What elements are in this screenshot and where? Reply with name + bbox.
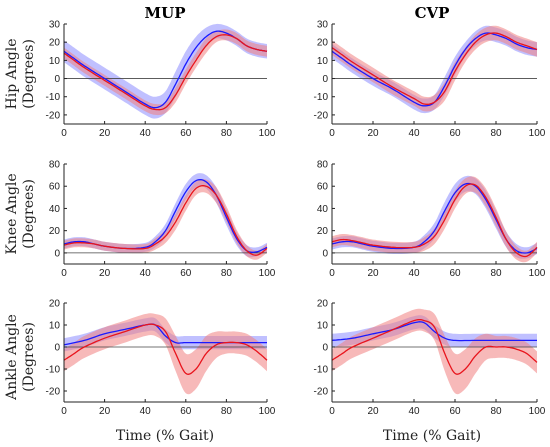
x-tick-label: 100 xyxy=(259,268,276,279)
x-tick-label: 40 xyxy=(140,128,152,139)
y-tick-label: 20 xyxy=(317,38,329,49)
y-tick-label: -20 xyxy=(46,110,61,121)
x-tick-label: 0 xyxy=(61,406,67,417)
x-tick-label: 0 xyxy=(329,128,335,139)
x-tick-label: 80 xyxy=(221,406,233,417)
y-tick-label: 10 xyxy=(317,56,329,67)
x-tick-label: 40 xyxy=(408,128,420,139)
y-tick-label: 40 xyxy=(49,204,61,215)
x-tick-label: 60 xyxy=(180,268,192,279)
red-sd-band xyxy=(64,313,267,395)
x-axis-label-mup: Time (% Gait) xyxy=(116,428,214,444)
y-tick-label: -10 xyxy=(46,365,61,376)
y-tick-label: 0 xyxy=(54,248,60,259)
y-tick-label: 40 xyxy=(317,204,329,215)
y-tick-label: 0 xyxy=(54,343,60,354)
x-tick-label: 20 xyxy=(367,128,379,139)
y-tick-label: 0 xyxy=(322,248,328,259)
red-mean-line xyxy=(331,32,538,105)
y-tick-label: 10 xyxy=(49,321,61,332)
panel-hip-cvp: 0 20 40 60 80 100 -20 -10 0 10 20 30 xyxy=(314,20,546,140)
red-mean-line xyxy=(63,185,268,256)
y-tick-label: 30 xyxy=(49,20,61,31)
x-tick-label: 60 xyxy=(449,406,461,417)
y-tick-label: 30 xyxy=(317,20,329,31)
x-tick-label: 60 xyxy=(449,268,461,279)
red-mean-line xyxy=(63,323,268,375)
y-tick-label: -10 xyxy=(314,92,329,103)
x-tick-label: 40 xyxy=(408,268,420,279)
y-tick-label: 0 xyxy=(322,74,328,85)
red-mean-line xyxy=(331,318,538,375)
x-tick-label: 80 xyxy=(490,128,502,139)
y-tick-label: 20 xyxy=(49,299,61,310)
knee-angle-label: Knee Angle xyxy=(4,173,20,254)
blue-mean-line xyxy=(331,32,538,107)
red-sd-band xyxy=(64,179,267,260)
y-tick-label: 80 xyxy=(317,160,329,171)
y-tick-label: -20 xyxy=(46,387,61,398)
x-tick-label: 0 xyxy=(329,268,335,279)
x-tick-label: 100 xyxy=(529,406,546,417)
x-tick-label: 60 xyxy=(180,128,192,139)
knee-angle-unit-label: (Degrees) xyxy=(21,179,37,249)
y-tick-label: 0 xyxy=(54,74,60,85)
x-tick-label: 60 xyxy=(449,128,461,139)
x-tick-label: 80 xyxy=(490,268,502,279)
x-tick-label: 0 xyxy=(61,128,67,139)
y-tick-label: 20 xyxy=(317,226,329,237)
x-tick-label: 40 xyxy=(408,406,420,417)
x-axis-label-cvp: Time (% Gait) xyxy=(383,428,481,444)
y-tick-label: 10 xyxy=(49,56,61,67)
y-tick-label: 20 xyxy=(317,299,329,310)
ankle-angle-unit-label: (Degrees) xyxy=(21,322,37,392)
y-tick-label: -10 xyxy=(46,92,61,103)
x-tick-label: 100 xyxy=(529,128,546,139)
column-title-cvp: CVP xyxy=(415,4,450,22)
panel-knee-mup: 0 20 40 60 80 100 0 20 40 60 80 xyxy=(49,160,276,280)
column-title-mup: MUP xyxy=(145,4,186,22)
blue-sd-band xyxy=(332,25,537,114)
x-tick-label: 100 xyxy=(259,406,276,417)
y-tick-label: 10 xyxy=(317,321,329,332)
x-tick-label: 40 xyxy=(140,268,152,279)
panel-hip-mup: 0 20 40 60 80 100 -20 -10 0 10 20 30 xyxy=(46,20,276,140)
y-tick-label: -10 xyxy=(314,365,329,376)
blue-sd-band xyxy=(64,23,267,119)
x-tick-label: 80 xyxy=(490,406,502,417)
x-tick-label: 20 xyxy=(99,406,111,417)
y-tick-label: -20 xyxy=(314,110,329,121)
y-tick-label: 60 xyxy=(317,182,329,193)
x-tick-label: 20 xyxy=(367,406,379,417)
panel-ankle-cvp: 0 20 40 60 80 100 -20 -10 0 10 20 xyxy=(314,299,546,418)
x-tick-label: 100 xyxy=(529,268,546,279)
x-tick-label: 60 xyxy=(180,406,192,417)
red-sd-band xyxy=(332,308,537,395)
y-tick-label: 20 xyxy=(49,226,61,237)
y-tick-label: 0 xyxy=(322,343,328,354)
y-tick-label: -20 xyxy=(314,387,329,398)
x-tick-label: 20 xyxy=(99,128,111,139)
red-sd-band xyxy=(332,25,537,112)
x-tick-label: 80 xyxy=(221,268,233,279)
x-tick-label: 20 xyxy=(99,268,111,279)
x-tick-label: 0 xyxy=(61,268,67,279)
x-tick-label: 0 xyxy=(329,406,335,417)
y-tick-label: 80 xyxy=(49,160,61,171)
panel-ankle-mup: 0 20 40 60 80 100 -20 -10 0 10 20 xyxy=(46,299,276,418)
y-tick-label: 60 xyxy=(49,182,61,193)
blue-mean-line xyxy=(331,321,537,342)
y-tick-label: 20 xyxy=(49,38,61,49)
hip-angle-unit-label: (Degrees) xyxy=(21,39,37,109)
x-tick-label: 40 xyxy=(140,406,152,417)
x-tick-label: 20 xyxy=(367,268,379,279)
red-mean-line xyxy=(63,34,268,111)
x-tick-label: 80 xyxy=(221,128,233,139)
ankle-angle-label: Ankle Angle xyxy=(4,314,20,401)
panel-knee-cvp: 0 20 40 60 80 100 0 20 40 60 80 xyxy=(317,160,546,280)
hip-angle-label: Hip Angle xyxy=(4,39,20,110)
red-mean-line xyxy=(331,183,538,258)
x-tick-label: 100 xyxy=(259,128,276,139)
